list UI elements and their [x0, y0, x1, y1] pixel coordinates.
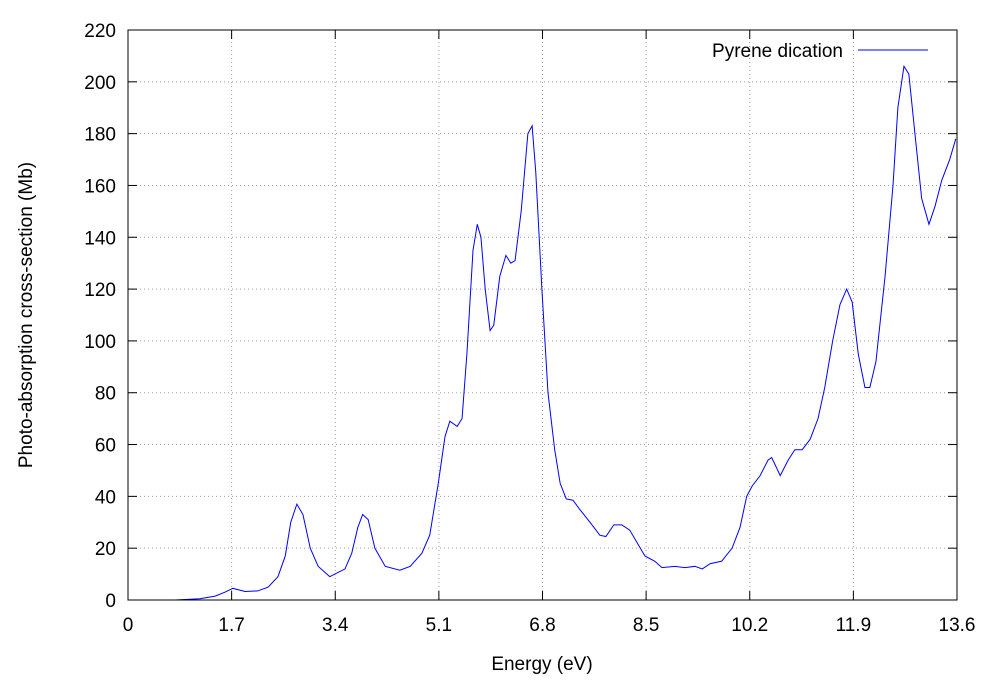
x-tick-label: 1.7	[218, 615, 244, 636]
x-axis-label: Energy (eV)	[491, 654, 592, 675]
y-tick-label: 40	[95, 487, 116, 508]
y-tick-label: 200	[84, 73, 116, 94]
y-tick-label: 60	[95, 436, 116, 457]
y-tick-label: 180	[84, 125, 116, 146]
legend-label: Pyrene dication	[712, 41, 843, 62]
x-tick-label: 10.2	[731, 615, 768, 636]
y-tick-label: 20	[95, 539, 116, 560]
x-tick-label: 13.6	[939, 615, 976, 636]
y-axis-label: Photo-absorption cross-section (Mb)	[16, 162, 37, 468]
y-tick-label: 160	[84, 176, 116, 197]
y-tick-label: 100	[84, 332, 116, 353]
y-tick-label: 220	[84, 21, 116, 42]
x-tick-label: 8.5	[633, 615, 659, 636]
y-tick-label: 80	[95, 384, 116, 405]
y-tick-label: 140	[84, 228, 116, 249]
x-tick-label: 3.4	[322, 615, 349, 636]
x-tick-label: 6.8	[529, 615, 555, 636]
plot-frame	[127, 29, 958, 601]
y-tick-label: 120	[84, 280, 116, 301]
x-tick-label: 5.1	[426, 615, 452, 636]
x-tick-label: 11.9	[836, 615, 872, 636]
x-tick-label: 0	[123, 615, 134, 636]
y-tick-label: 0	[105, 591, 116, 612]
data-line	[174, 64, 957, 601]
